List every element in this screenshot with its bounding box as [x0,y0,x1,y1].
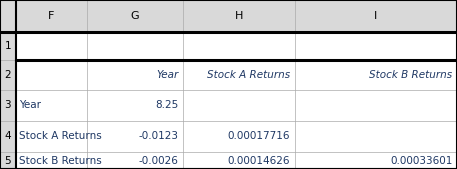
Text: Stock B Returns: Stock B Returns [19,155,102,166]
Bar [183,60,295,90]
Text: I: I [374,11,377,21]
Bar [0,0,16,32]
Bar [16,152,87,169]
Text: Stock B Returns: Stock B Returns [369,70,452,80]
Text: F: F [48,11,54,21]
Text: Year: Year [156,70,178,80]
Bar [16,121,87,152]
Bar [183,0,295,32]
Text: 5: 5 [5,155,11,166]
Text: H: H [234,11,243,21]
Text: G: G [131,11,139,21]
Bar [87,60,183,90]
Bar [0,121,16,152]
Bar [87,0,183,32]
Text: 2: 2 [5,70,11,80]
Bar [87,32,183,60]
Text: 4: 4 [5,131,11,141]
Bar [0,152,16,169]
Bar [183,32,295,60]
Bar [16,90,87,121]
Bar [16,60,87,90]
Bar [0,32,16,60]
Text: 0.00033601: 0.00033601 [390,155,452,166]
Bar [183,121,295,152]
Bar [295,32,457,60]
Bar [295,121,457,152]
Bar [87,152,183,169]
Text: Year: Year [19,100,41,110]
Text: 8.25: 8.25 [155,100,178,110]
Bar [0,60,16,90]
Bar [295,0,457,32]
Bar [183,90,295,121]
Bar [87,90,183,121]
Text: -0.0026: -0.0026 [138,155,178,166]
Bar [295,90,457,121]
Text: 1: 1 [5,41,11,51]
Text: 0.00014626: 0.00014626 [228,155,290,166]
Bar [183,152,295,169]
Text: Stock A Returns: Stock A Returns [19,131,102,141]
Text: Stock A Returns: Stock A Returns [207,70,290,80]
Bar [0,90,16,121]
Bar [16,32,87,60]
Bar [295,152,457,169]
Text: 3: 3 [5,100,11,110]
Text: -0.0123: -0.0123 [138,131,178,141]
Bar [295,60,457,90]
Text: 0.00017716: 0.00017716 [228,131,290,141]
Bar [16,0,87,32]
Bar [87,121,183,152]
